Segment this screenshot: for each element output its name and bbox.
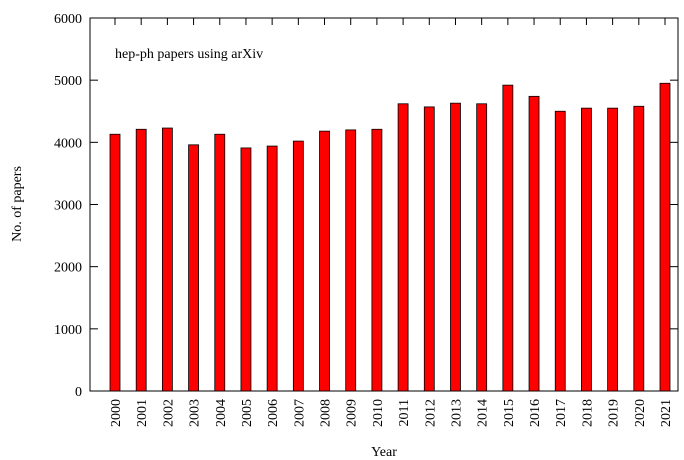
y-tick-label: 0 (75, 385, 82, 400)
bar (397, 103, 409, 392)
y-tick-label: 3000 (54, 199, 82, 214)
x-tick-label: 2006 (266, 399, 281, 427)
x-tick-label: 2009 (345, 399, 360, 427)
bar (161, 127, 173, 392)
x-tick-label: 2019 (607, 399, 622, 427)
x-tick-label: 2005 (240, 399, 255, 427)
x-axis-label: Year (371, 445, 397, 460)
x-tick-label: 2012 (423, 399, 438, 427)
annotation: hep-ph papers using arXiv (115, 47, 263, 62)
bar (633, 105, 645, 392)
bar (240, 147, 252, 392)
y-tick-label: 1000 (54, 323, 82, 338)
y-axis-label: No. of papers (10, 166, 25, 242)
bar (528, 95, 540, 392)
x-tick-label: 2013 (449, 399, 464, 427)
x-tick-label: 2021 (659, 399, 674, 427)
bar (135, 128, 147, 392)
bar (188, 144, 199, 392)
bar (319, 130, 330, 392)
bar (554, 110, 566, 392)
bar (659, 82, 671, 392)
x-tick-label: 2000 (109, 399, 124, 427)
bar (109, 133, 121, 392)
x-tick-label: 2017 (554, 399, 569, 427)
bar (502, 84, 514, 392)
bar (607, 107, 619, 392)
x-tick-label: 2007 (292, 399, 307, 427)
x-tick-label: 2018 (580, 399, 595, 427)
x-tick-label: 2020 (633, 399, 648, 427)
x-tick-label: 2003 (188, 399, 203, 427)
bar (423, 106, 435, 392)
x-tick-label: 2008 (319, 399, 334, 427)
x-tick-label: 2010 (371, 399, 386, 427)
bar (292, 140, 304, 392)
y-tick-label: 2000 (54, 261, 82, 276)
y-tick-label: 6000 (54, 12, 82, 27)
x-tick-label: 2014 (476, 399, 491, 427)
x-tick-label: 2004 (214, 399, 229, 427)
x-tick-label: 2002 (161, 399, 176, 427)
bar (371, 128, 383, 392)
bar (476, 103, 488, 392)
x-tick-label: 2011 (397, 399, 412, 426)
bar (581, 107, 592, 392)
y-tick-label: 5000 (54, 74, 82, 89)
bar (345, 129, 357, 392)
y-tick-label: 4000 (54, 136, 82, 151)
x-tick-label: 2016 (528, 399, 543, 427)
x-tick-label: 2015 (502, 399, 517, 427)
bar (214, 133, 226, 392)
bar (450, 102, 461, 392)
x-tick-label: 2001 (135, 399, 150, 427)
bar (266, 145, 278, 392)
